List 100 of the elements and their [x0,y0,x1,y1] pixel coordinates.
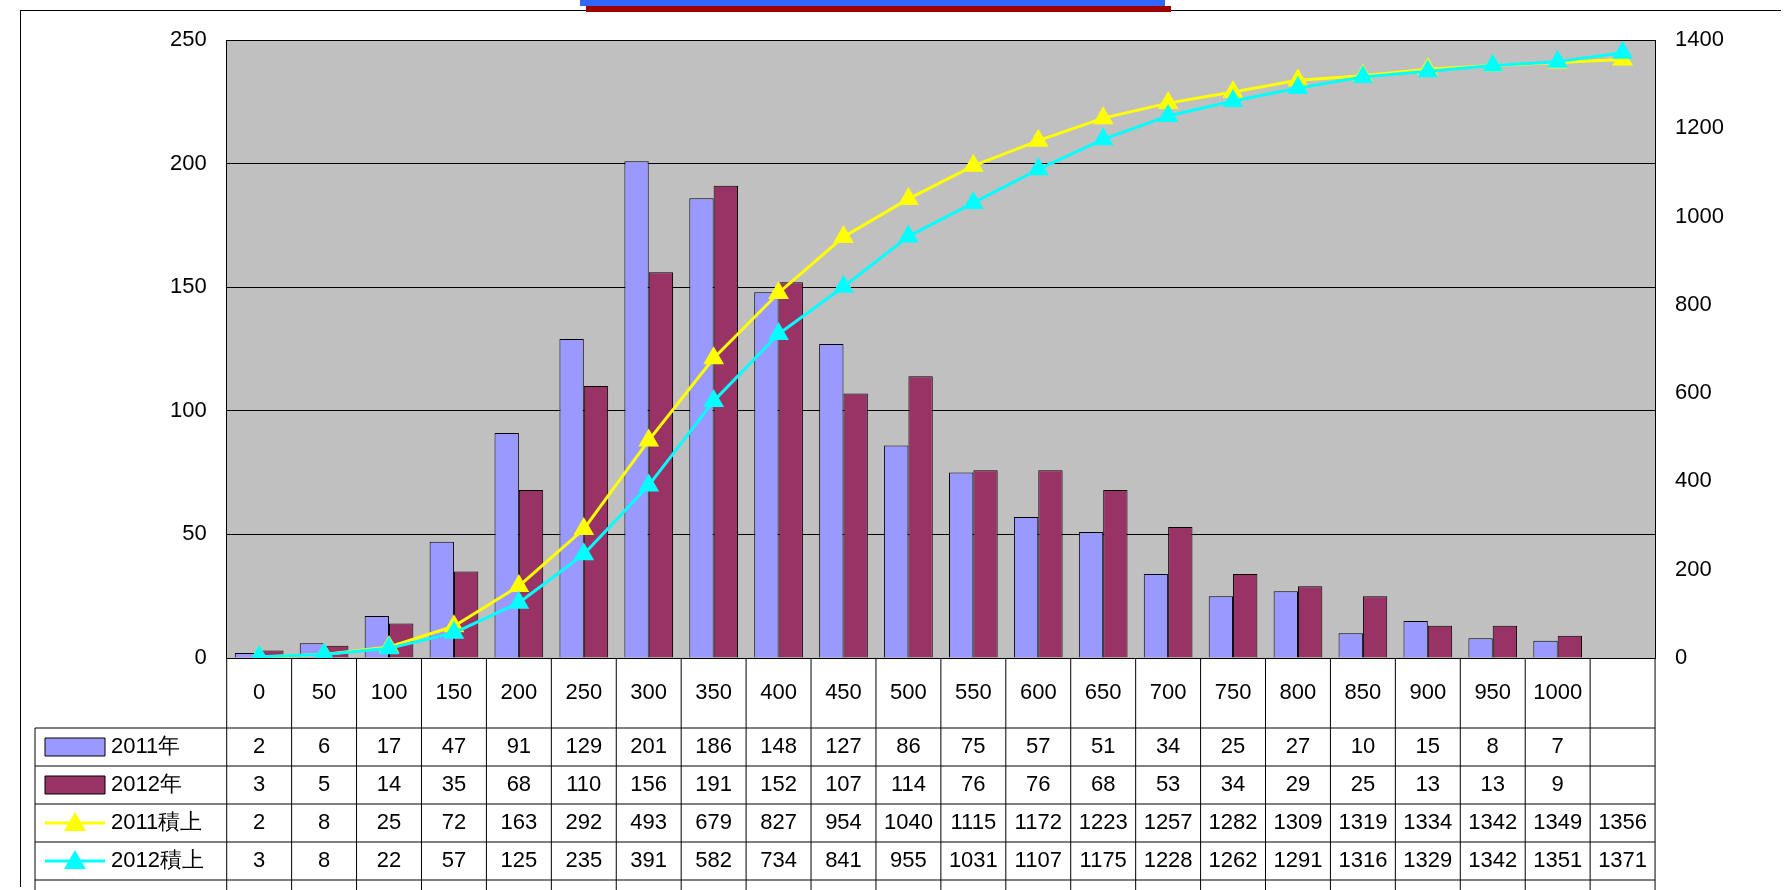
data-label: 110 [566,771,602,797]
data-label: 68 [1090,771,1116,797]
data-label: 8 [317,847,331,873]
y2-tick-label: 0 [1675,644,1688,670]
data-label: 17 [376,733,402,759]
data-label: 1040 [883,809,933,835]
x-tick-label: 950 [1474,679,1512,705]
legend-label: 2012積上 [111,847,204,873]
data-label: 186 [695,733,732,759]
data-label: 1342 [1468,847,1518,873]
data-label: 127 [825,733,862,759]
x-tick-label: 600 [1019,679,1057,705]
data-label: 25 [376,809,402,835]
data-label: 8 [1486,733,1499,759]
x-tick-label: 1000 [1533,679,1583,705]
y2-tick-label: 200 [1675,555,1712,581]
data-label: 1107 [1014,847,1062,873]
data-label: 1291 [1273,847,1323,873]
x-tick-label: 100 [370,679,408,705]
data-label: 955 [890,847,927,873]
y2-tick-label: 1400 [1675,26,1725,52]
data-label: 57 [1026,733,1051,759]
data-label: 47 [441,733,467,759]
data-label: 1262 [1208,847,1258,873]
data-label: 292 [565,809,603,835]
data-label: 14 [376,771,402,797]
data-label: 954 [825,809,862,835]
data-label: 8 [317,809,331,835]
data-label: 1172 [1014,809,1062,835]
y2-tick-label: 400 [1675,467,1712,493]
data-label: 1329 [1403,847,1453,873]
data-label: 1371 [1598,847,1648,873]
data-label: 201 [630,733,668,759]
data-label: 53 [1155,771,1181,797]
data-label: 163 [500,809,538,835]
data-label: 827 [760,809,797,835]
x-tick-label: 250 [565,679,603,705]
data-label: 22 [376,847,402,873]
data-label: 9 [1551,771,1564,797]
x-tick-label: 150 [435,679,473,705]
data-label: 75 [961,733,986,759]
x-tick-label: 50 [311,679,337,705]
data-label: 1257 [1143,809,1193,835]
data-label: 25 [1220,733,1246,759]
y-tick-label: 50 [182,520,207,546]
data-label: 76 [961,771,986,797]
x-tick-label: 900 [1409,679,1447,705]
data-label: 156 [630,771,668,797]
x-tick-label: 200 [500,679,538,705]
data-label: 841 [825,847,862,873]
data-label: 34 [1220,771,1246,797]
data-label: 1319 [1338,809,1388,835]
x-tick-label: 650 [1084,679,1122,705]
data-label: 10 [1350,733,1376,759]
data-label: 1342 [1468,809,1518,835]
data-label: 35 [441,771,467,797]
data-label: 191 [695,771,732,797]
data-label: 107 [825,771,862,797]
data-label: 76 [1026,771,1051,797]
y-tick-label: 250 [169,26,207,52]
data-label: 148 [760,733,797,759]
data-label: 2 [253,809,266,835]
data-label: 27 [1285,733,1311,759]
data-label: 1356 [1598,809,1648,835]
x-tick-label: 550 [954,679,992,705]
y2-tick-label: 600 [1675,379,1712,405]
data-label: 1349 [1533,809,1583,835]
y-tick-label: 0 [194,644,207,670]
data-label: 91 [506,733,532,759]
y2-tick-label: 1200 [1675,114,1725,140]
data-label: 15 [1415,733,1441,759]
x-tick-label: 300 [630,679,668,705]
y-tick-label: 150 [169,273,207,299]
data-label: 1223 [1078,809,1128,835]
data-label: 125 [500,847,538,873]
x-tick-label: 0 [253,679,266,705]
data-label: 86 [896,733,921,759]
data-label: 1351 [1533,847,1583,873]
data-label: 1334 [1403,809,1453,835]
data-label: 493 [630,809,668,835]
legend-label: 2011年 [111,733,181,759]
x-tick-label: 800 [1279,679,1317,705]
data-label: 1309 [1273,809,1323,835]
y2-tick-label: 1000 [1675,202,1725,228]
legend-label: 2011積上 [111,809,203,835]
data-label: 129 [565,733,603,759]
data-label: 1115 [950,809,997,835]
data-label: 7 [1551,733,1564,759]
x-tick-label: 750 [1214,679,1252,705]
data-label: 2 [253,733,266,759]
data-label: 679 [695,809,732,835]
data-label: 13 [1480,771,1505,797]
data-label: 57 [441,847,467,873]
data-label: 734 [760,847,797,873]
data-label: 152 [760,771,797,797]
data-label: 1031 [948,847,998,873]
y-tick-label: 100 [169,396,207,422]
data-label: 114 [890,771,926,797]
data-label: 51 [1090,733,1116,759]
data-label: 13 [1415,771,1441,797]
